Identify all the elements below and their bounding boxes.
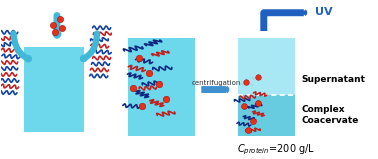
Bar (239, 38, 295, 95)
FancyArrowPatch shape (56, 16, 58, 35)
Point (245, 129, 251, 131)
Point (52, 31, 58, 34)
FancyArrowPatch shape (264, 12, 304, 31)
Bar (128, 38, 195, 136)
Point (146, 72, 152, 74)
Point (136, 57, 142, 59)
Point (50, 24, 56, 26)
Point (59, 27, 65, 29)
Text: $C_{protein}$=200 g/L: $C_{protein}$=200 g/L (237, 142, 315, 157)
FancyArrowPatch shape (201, 88, 226, 91)
Point (241, 105, 247, 107)
Point (250, 120, 256, 122)
Bar (239, 95, 295, 136)
FancyArrowPatch shape (14, 34, 29, 59)
Point (130, 87, 136, 89)
Text: UV: UV (315, 7, 333, 17)
Point (56, 17, 62, 20)
Text: Supernatant: Supernatant (301, 75, 365, 84)
Point (256, 102, 262, 104)
Text: Complex
Coacervate: Complex Coacervate (301, 105, 359, 125)
Text: centrifugation: centrifugation (191, 80, 241, 86)
Point (139, 105, 145, 107)
FancyArrowPatch shape (83, 34, 97, 59)
Bar (24, 47, 84, 132)
Point (156, 82, 162, 85)
Point (256, 76, 262, 78)
Point (243, 81, 249, 84)
Point (163, 97, 169, 100)
